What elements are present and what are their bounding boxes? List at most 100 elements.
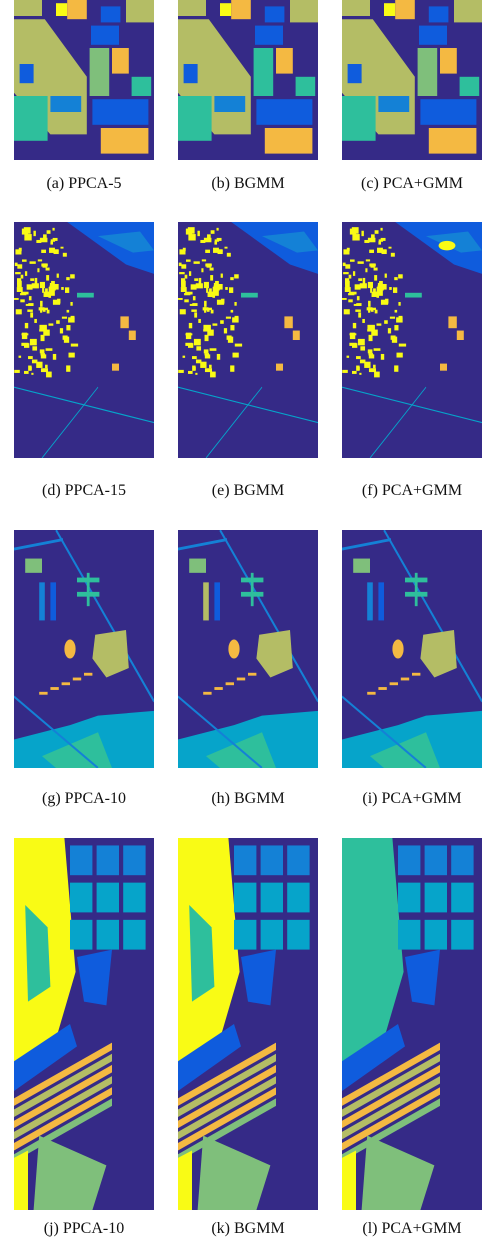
map-region bbox=[39, 329, 45, 331]
map-region bbox=[378, 582, 384, 620]
map-region bbox=[17, 287, 23, 292]
map-region bbox=[440, 48, 457, 74]
map-region bbox=[38, 259, 42, 261]
map-region bbox=[425, 883, 447, 913]
map-region bbox=[355, 309, 361, 311]
map-region bbox=[448, 316, 456, 328]
map-region bbox=[439, 241, 456, 250]
map-region bbox=[358, 278, 362, 281]
map-region bbox=[61, 287, 64, 290]
map-region bbox=[231, 310, 234, 313]
map-region bbox=[189, 559, 206, 573]
map-region bbox=[16, 309, 22, 314]
map-region bbox=[451, 920, 473, 950]
map-region bbox=[293, 331, 300, 340]
map-region bbox=[186, 333, 191, 339]
map-region bbox=[178, 96, 212, 141]
caption: (c) PCA+GMM bbox=[330, 175, 490, 193]
map-region bbox=[15, 263, 18, 266]
map-region bbox=[225, 287, 228, 290]
map-region bbox=[200, 240, 205, 243]
map-region bbox=[30, 339, 37, 345]
map-region bbox=[342, 0, 370, 16]
map-region bbox=[261, 845, 283, 875]
map-region bbox=[276, 364, 283, 371]
map-region bbox=[372, 292, 379, 297]
map-region bbox=[47, 310, 50, 314]
map-region bbox=[181, 264, 186, 268]
map-region bbox=[30, 312, 33, 317]
map-region bbox=[385, 299, 388, 304]
map-region bbox=[191, 284, 197, 289]
map-region bbox=[378, 687, 386, 690]
map-region bbox=[419, 26, 447, 45]
map-region bbox=[22, 229, 28, 235]
map-region bbox=[17, 264, 22, 268]
map-region bbox=[398, 274, 403, 278]
map-region bbox=[73, 678, 81, 681]
map-region bbox=[394, 277, 397, 280]
map-region bbox=[389, 287, 392, 290]
map-region bbox=[57, 299, 60, 304]
map-region bbox=[178, 298, 183, 300]
map-region bbox=[377, 248, 383, 253]
map-region bbox=[221, 274, 223, 278]
map-region bbox=[56, 320, 60, 324]
map-region bbox=[33, 231, 35, 236]
map-region bbox=[204, 301, 207, 307]
map-region bbox=[185, 275, 188, 279]
map-region bbox=[46, 372, 52, 378]
map-region bbox=[356, 366, 359, 371]
map-region bbox=[358, 261, 364, 264]
map-region bbox=[28, 303, 33, 306]
caption: (d) PPCA-15 bbox=[2, 482, 166, 500]
map-region bbox=[97, 920, 119, 950]
map-region bbox=[228, 337, 233, 343]
map-region bbox=[261, 920, 283, 950]
map-region bbox=[189, 323, 192, 328]
map-region bbox=[234, 274, 239, 278]
map-region bbox=[27, 309, 33, 311]
map-region bbox=[50, 290, 55, 296]
map-region bbox=[112, 364, 119, 371]
map-region bbox=[29, 296, 32, 300]
map-region bbox=[17, 278, 21, 285]
map-region bbox=[200, 362, 206, 368]
map-region bbox=[203, 329, 209, 331]
caption: (j) PPCA-10 bbox=[2, 1220, 166, 1238]
map-region bbox=[39, 692, 47, 695]
map-region bbox=[201, 268, 203, 272]
map-region bbox=[394, 325, 398, 330]
map-region bbox=[425, 845, 447, 875]
map-region bbox=[189, 271, 191, 276]
map-region bbox=[284, 316, 292, 328]
map-region bbox=[45, 365, 48, 369]
classification-map bbox=[342, 530, 482, 768]
map-region bbox=[368, 349, 373, 353]
map-region bbox=[39, 582, 45, 620]
map-region bbox=[30, 261, 36, 264]
map-region bbox=[70, 883, 92, 913]
map-region bbox=[214, 582, 220, 620]
map-region bbox=[30, 278, 34, 281]
map-region bbox=[194, 278, 198, 281]
map-region bbox=[66, 325, 70, 330]
map-region bbox=[369, 263, 375, 266]
map-region bbox=[14, 0, 42, 16]
map-region bbox=[90, 48, 110, 96]
map-region bbox=[210, 348, 217, 351]
map-region bbox=[224, 247, 227, 249]
map-region bbox=[41, 368, 48, 372]
map-region bbox=[415, 573, 418, 606]
map-region bbox=[41, 250, 46, 253]
classification-map bbox=[178, 838, 318, 1210]
map-region bbox=[347, 248, 350, 251]
map-region bbox=[51, 285, 58, 287]
map-region bbox=[374, 348, 381, 351]
map-region bbox=[126, 0, 154, 22]
map-region bbox=[205, 263, 211, 266]
map-region bbox=[63, 253, 67, 257]
map-region bbox=[70, 845, 92, 875]
map-region bbox=[192, 303, 197, 306]
map-region bbox=[261, 883, 283, 913]
